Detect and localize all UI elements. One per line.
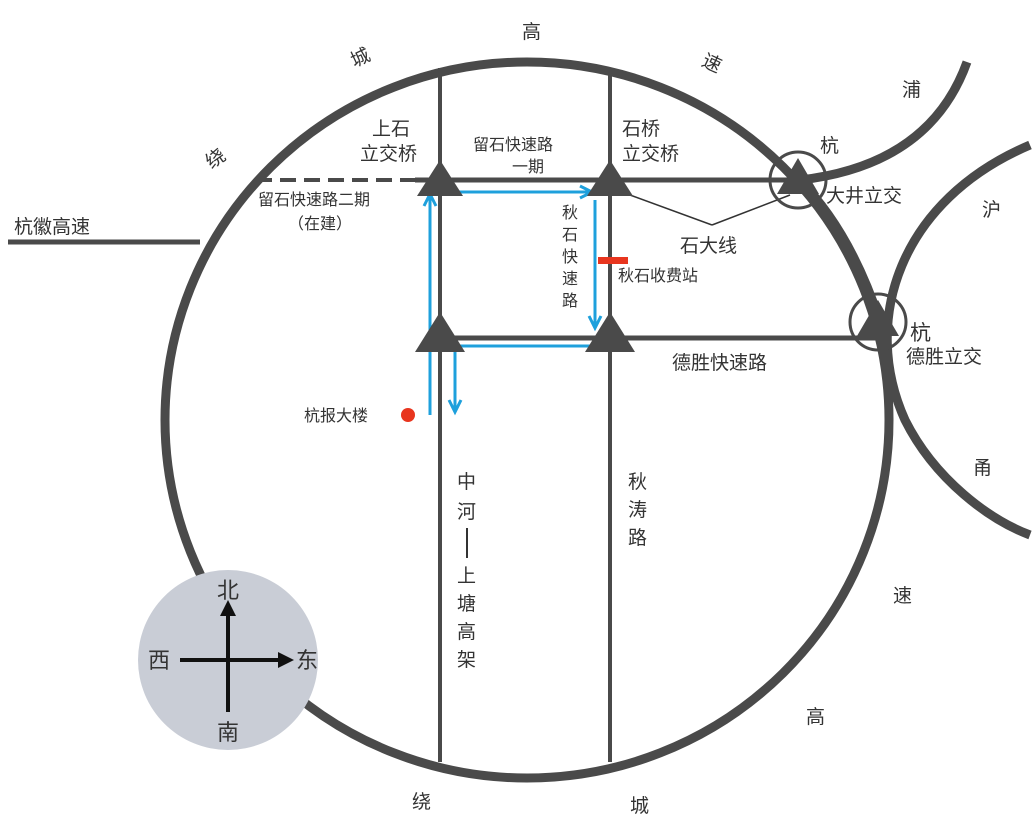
ring-label: 绕 (202, 144, 230, 173)
ring-label: 城 (347, 44, 374, 72)
compass-east-label: 东 (296, 649, 318, 674)
qiushi-label-char: 速 (562, 269, 578, 288)
shangshi-interchange-label: 立交桥 (360, 143, 417, 165)
ring-label: 速 (893, 585, 912, 607)
huhangyong-expressway (882, 140, 1032, 540)
qiutao-label-char: 路 (628, 527, 647, 549)
qiutao-label-char: 秋 (628, 471, 647, 493)
desheng-interchange-label: 德胜立交 (906, 346, 982, 368)
qiushi-label-char: 秋 (562, 203, 578, 222)
hangbao-dot-icon (401, 408, 415, 422)
shangshi-interchange-label: 上石 (372, 118, 410, 140)
dajing-circle-icon (768, 150, 828, 210)
ring-label: 速 (698, 50, 725, 78)
interchange-zhonghe-desheng-icon (415, 312, 465, 352)
dajing-interchange-label: 大井立交 (826, 185, 902, 207)
zhonghe-label-char: 河 (457, 501, 476, 523)
zhonghe-label-char: 塘 (457, 593, 476, 615)
hanghui-label: 杭徽高速 (14, 216, 90, 238)
zhonghe-label-char: 高 (457, 621, 476, 643)
hangpu-label: 浦 (902, 79, 921, 101)
hangbao-label: 杭报大楼 (304, 406, 368, 425)
shiqiao-interchange-label: 立交桥 (622, 143, 679, 165)
ring-label: 高 (522, 21, 541, 43)
desheng-triangle-icon (857, 300, 899, 336)
phase1-label: 一期 (512, 157, 544, 176)
qiushi-label-char: 路 (562, 291, 578, 310)
huhangyong-label: 甬 (973, 457, 992, 479)
qiushi-label-char: 石 (562, 225, 578, 244)
desheng-expressway-label: 德胜快速路 (672, 352, 767, 374)
huhangyong-label: 沪 (982, 199, 1001, 221)
phase2-label: （在建） (288, 214, 352, 233)
compass: 北 南 东 西 (138, 570, 318, 750)
toll-marker-icon (598, 257, 628, 264)
interchange-qiutao-desheng-icon (585, 312, 635, 352)
compass-west-label: 西 (148, 649, 170, 674)
ring-label: 高 (806, 706, 825, 728)
shiqiao-interchange-label: 石桥 (622, 118, 660, 140)
ring-label: 城 (630, 795, 649, 817)
compass-east-arrow-icon (278, 652, 294, 668)
qiutao-label-char: 涛 (628, 499, 647, 521)
huhangyong-label: 杭 (910, 321, 931, 345)
compass-south-label: 南 (217, 721, 239, 746)
zhonghe-label-char: 上 (457, 565, 476, 587)
interchange-shiqiao-icon (587, 160, 633, 196)
toll-station-label: 秋石收费站 (618, 266, 698, 285)
zhonghe-label-char: 架 (457, 649, 476, 671)
qiushi-label-char: 快 (562, 247, 578, 266)
phase2-label: 留石快速路二期 (258, 190, 370, 209)
ring-label: 绕 (412, 791, 431, 813)
desheng-circle-icon (848, 292, 908, 352)
hangpu-label: 杭 (820, 135, 839, 157)
hangpu-expressway (799, 60, 972, 185)
compass-north-arrow-icon (220, 600, 236, 616)
compass-north-label: 北 (217, 579, 239, 604)
dajing-triangle-icon (777, 158, 819, 194)
phase1-label: 留石快速路 (473, 135, 553, 154)
interchange-shangshi-icon (417, 160, 463, 196)
zhonghe-label-char: 中 (457, 471, 476, 493)
shida-line-label: 石大线 (680, 235, 737, 257)
ring-expressway (160, 57, 894, 783)
shida-pointer-a (629, 194, 713, 226)
